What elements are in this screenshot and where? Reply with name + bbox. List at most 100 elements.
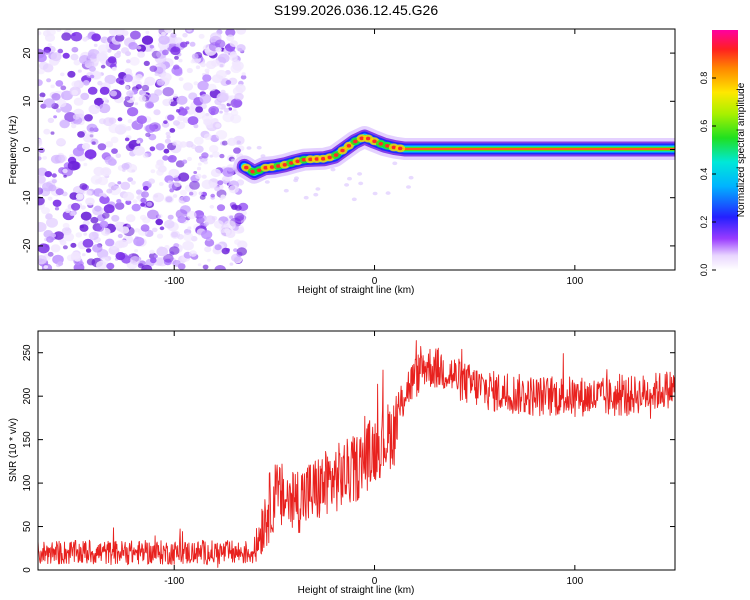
- noise-blob: [132, 145, 145, 156]
- noise-blob: [38, 53, 47, 63]
- noise-blob: [50, 244, 61, 253]
- noise-blob: [149, 146, 156, 152]
- noise-blob: [42, 156, 47, 160]
- noise-blob: [187, 226, 192, 230]
- noise-blob: [246, 146, 252, 150]
- noise-blob: [147, 209, 159, 220]
- noise-blob: [38, 187, 44, 195]
- noise-blob: [41, 207, 50, 215]
- noise-blob: [111, 214, 120, 222]
- noise-blob: [229, 51, 238, 58]
- spectrogram-ridge: [233, 126, 675, 184]
- colorbar-tick-label: 0.6: [699, 120, 709, 133]
- noise-blob: [38, 147, 45, 153]
- noise-blob: [55, 108, 62, 113]
- noise-blob: [79, 224, 85, 229]
- noise-blob: [123, 74, 133, 83]
- noise-blob: [141, 35, 154, 45]
- noise-blob: [128, 42, 138, 50]
- noise-blob: [236, 29, 247, 35]
- noise-blob: [222, 112, 235, 123]
- noise-blob: [75, 232, 83, 238]
- y-tick-label: 20: [22, 47, 33, 59]
- x-tick-label: 0: [372, 276, 378, 287]
- noise-blob: [99, 86, 110, 95]
- noise-blob: [38, 196, 45, 206]
- ridge-core: [263, 165, 268, 170]
- noise-blob: [211, 59, 220, 67]
- noise-blob: [39, 92, 46, 98]
- noise-blob: [358, 181, 364, 186]
- noise-blob: [109, 90, 118, 97]
- noise-blob: [38, 68, 45, 75]
- noise-blob: [114, 240, 125, 249]
- noise-blob: [162, 49, 169, 56]
- noise-blob: [38, 183, 42, 188]
- noise-blob: [85, 190, 93, 196]
- noise-blob: [173, 68, 183, 77]
- noise-blob: [38, 156, 42, 161]
- noise-blob: [204, 215, 216, 225]
- noise-blob: [88, 66, 96, 72]
- x-tick-label: -100: [164, 276, 184, 287]
- noise-blob: [233, 99, 243, 108]
- noise-blob: [117, 233, 123, 239]
- noise-blob: [169, 127, 176, 133]
- spectrogram-noise-scatter: [38, 29, 414, 270]
- noise-blob: [201, 174, 207, 179]
- noise-blob: [71, 46, 79, 53]
- ridge-core: [282, 163, 287, 167]
- noise-blob: [47, 251, 54, 257]
- colorbar-label: Normalized spectral amplitude: [736, 82, 747, 217]
- noise-blob: [225, 80, 232, 85]
- noise-blob: [43, 98, 56, 108]
- noise-blob: [43, 265, 49, 269]
- noise-blob: [38, 175, 46, 184]
- noise-blob: [140, 202, 146, 207]
- noise-blob: [56, 99, 67, 108]
- noise-blob: [200, 62, 207, 68]
- noise-blob: [115, 202, 125, 210]
- noise-blob: [79, 183, 88, 190]
- noise-blob: [202, 264, 209, 270]
- noise-blob: [110, 136, 119, 144]
- y-tick-label: 0: [22, 146, 33, 152]
- noise-blob: [84, 114, 93, 122]
- noise-blob: [82, 36, 88, 42]
- noise-blob: [177, 215, 187, 224]
- noise-blob: [216, 204, 226, 212]
- colorbar-gradient: [712, 30, 738, 270]
- noise-blob: [149, 122, 161, 132]
- noise-blob: [133, 236, 145, 247]
- noise-blob: [177, 234, 184, 240]
- noise-blob: [120, 226, 130, 234]
- y-tick-label: 100: [22, 474, 33, 491]
- noise-blob: [234, 92, 244, 101]
- noise-blob: [211, 38, 216, 43]
- noise-blob: [104, 156, 116, 165]
- noise-blob: [46, 217, 58, 228]
- noise-blob: [57, 261, 64, 266]
- noise-blob: [97, 176, 109, 186]
- noise-blob: [92, 244, 103, 253]
- noise-blob: [214, 265, 226, 270]
- x-tick-label: 0: [372, 576, 378, 587]
- noise-blob: [62, 168, 68, 174]
- noise-blob: [44, 171, 52, 178]
- noise-blob: [115, 77, 124, 84]
- noise-blob: [201, 179, 214, 190]
- noise-blob: [145, 132, 151, 137]
- noise-blob: [156, 246, 168, 257]
- noise-blob: [48, 184, 57, 192]
- noise-blob: [172, 93, 178, 98]
- noise-blob: [55, 80, 64, 87]
- noise-blob: [142, 185, 149, 191]
- noise-blob: [162, 87, 174, 97]
- noise-blob: [219, 153, 225, 159]
- noise-blob: [114, 221, 124, 229]
- ridge-core: [359, 136, 364, 141]
- noise-blob: [169, 246, 180, 255]
- snr-series-line: [38, 340, 675, 568]
- noise-blob: [129, 56, 140, 66]
